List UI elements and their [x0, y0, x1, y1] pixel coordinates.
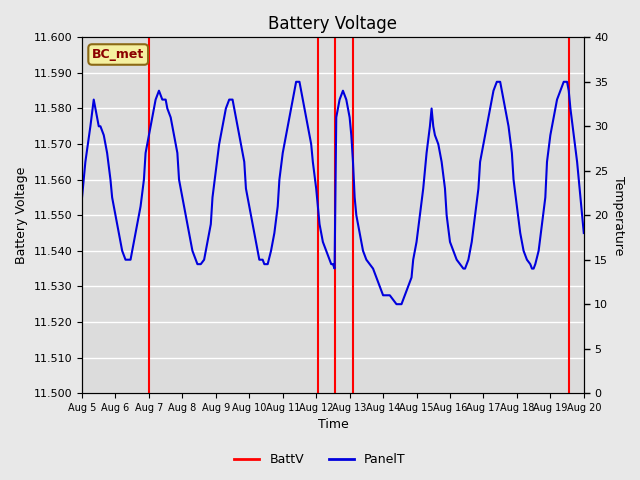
Text: BC_met: BC_met: [92, 48, 144, 61]
Title: Battery Voltage: Battery Voltage: [268, 15, 397, 33]
Y-axis label: Temperature: Temperature: [612, 176, 625, 255]
Y-axis label: Battery Voltage: Battery Voltage: [15, 167, 28, 264]
X-axis label: Time: Time: [317, 419, 348, 432]
Legend: BattV, PanelT: BattV, PanelT: [229, 448, 411, 471]
